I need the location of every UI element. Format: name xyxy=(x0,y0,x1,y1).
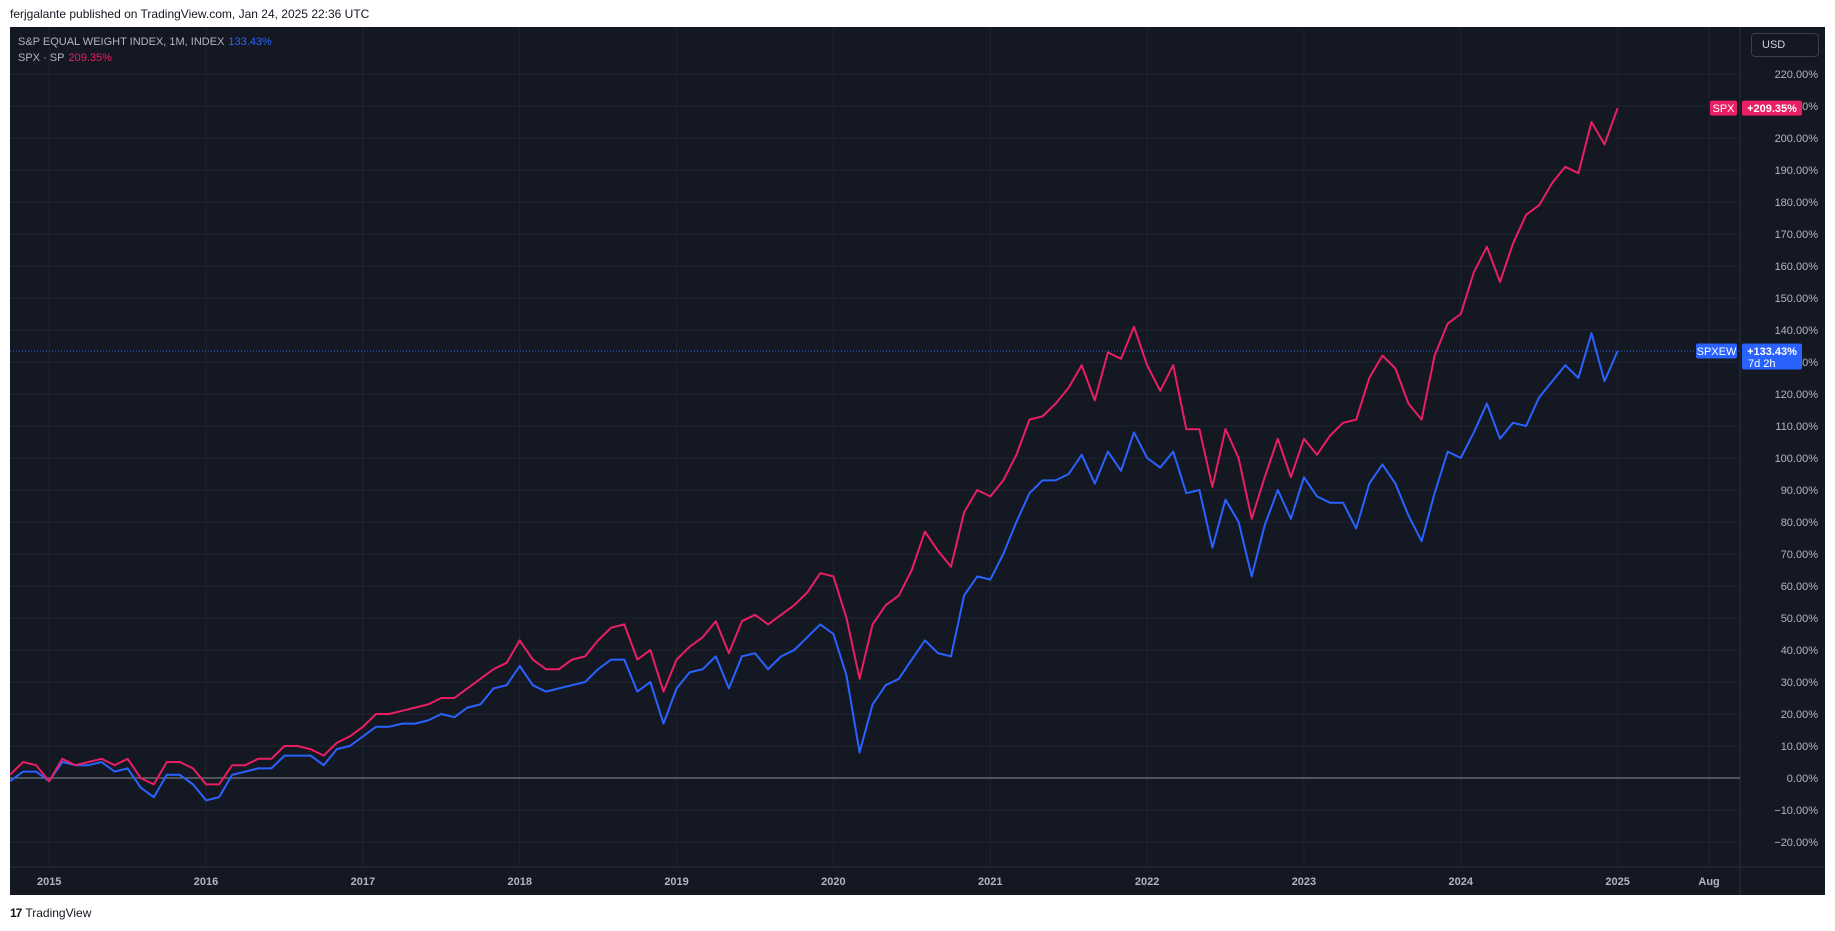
tradingview-logo-icon: 17 xyxy=(10,906,22,920)
y-tick-label: 100.00% xyxy=(1775,453,1819,465)
y-tick-label: 200.00% xyxy=(1775,133,1819,145)
chart-svg[interactable]: −20.00% −10.00% 0.00% 10.00% 20.00% 30.00% 40.… xyxy=(10,27,1825,895)
x-tick-label: 2021 xyxy=(978,876,1002,888)
marker-value-spxew: +133.43% xyxy=(1747,346,1797,358)
y-tick-label: −20.00% xyxy=(1774,837,1818,849)
y-tick-label: 160.00% xyxy=(1775,261,1819,273)
y-tick-label: 140.00% xyxy=(1775,325,1819,337)
marker-countdown-spxew: 7d 2h xyxy=(1748,358,1776,370)
x-tick-label: 2015 xyxy=(37,876,61,888)
legend-series-spx-label: SPX · SP xyxy=(18,52,65,64)
y-tick-label: 20.00% xyxy=(1781,709,1819,721)
x-tick-label: 2020 xyxy=(821,876,845,888)
y-tick-label: 40.00% xyxy=(1781,645,1819,657)
marker-name-bg-spx xyxy=(1710,100,1737,116)
chart-area[interactable]: −20.00% −10.00% 0.00% 10.00% 20.00% 30.00% 40.… xyxy=(10,27,1825,895)
y-tick-label: 0.00% xyxy=(1787,773,1818,785)
marker-name-spxew: SPXEW xyxy=(1697,346,1737,358)
y-tick-label: 90.00% xyxy=(1781,485,1819,497)
y-tick-label: 190.00% xyxy=(1775,165,1819,177)
y-tick-label: 50.00% xyxy=(1781,613,1819,625)
y-tick-label: 170.00% xyxy=(1775,229,1819,241)
x-tick-label: 2025 xyxy=(1605,876,1629,888)
y-tick-label: 10.00% xyxy=(1781,741,1819,753)
y-tick-label: 220.00% xyxy=(1775,69,1819,81)
tradingview-brand: TradingView xyxy=(25,906,92,920)
marker-name-spx: SPX xyxy=(1712,103,1735,115)
chart-legend: S&P EQUAL WEIGHT INDEX, 1M, INDEX 133.43%… xyxy=(18,34,272,66)
legend-series-spxew-label: S&P EQUAL WEIGHT INDEX, 1M, INDEX xyxy=(18,36,225,48)
y-tick-label: 150.00% xyxy=(1775,293,1819,305)
legend-series-spxew-value: 133.43% xyxy=(228,36,272,48)
legend-series-spxew[interactable]: S&P EQUAL WEIGHT INDEX, 1M, INDEX 133.43% xyxy=(18,34,272,50)
x-tick-label: 2016 xyxy=(194,876,218,888)
y-tick-label: 180.00% xyxy=(1775,197,1819,209)
publication-info: ferjgalante published on TradingView.com… xyxy=(10,7,370,21)
legend-series-spx[interactable]: SPX · SP 209.35% xyxy=(18,50,272,66)
x-tick-label: 2018 xyxy=(507,876,531,888)
x-tick-label: 2023 xyxy=(1292,876,1316,888)
y-tick-label: 120.00% xyxy=(1775,389,1819,401)
legend-series-spx-value: 209.35% xyxy=(68,52,112,64)
y-tick-label: 80.00% xyxy=(1781,517,1819,529)
series-line-spxew xyxy=(10,332,1619,802)
x-tick-label: 2024 xyxy=(1449,876,1474,888)
x-tick-label: Aug xyxy=(1698,876,1719,888)
x-tick-label: 2019 xyxy=(664,876,688,888)
marker-name-bg-spxew xyxy=(1696,343,1737,359)
marker-value-bg-spxew xyxy=(1742,343,1802,370)
y-tick-label: 70.00% xyxy=(1781,549,1819,561)
series-line-spx xyxy=(10,107,1619,786)
x-tick-label: 2017 xyxy=(351,876,375,888)
currency-button[interactable]: USD xyxy=(1751,33,1819,57)
marker-value-spx: +209.35% xyxy=(1747,103,1797,115)
y-tick-label: −10.00% xyxy=(1774,805,1818,817)
x-tick-label: 2022 xyxy=(1135,876,1159,888)
y-tick-label: 30.00% xyxy=(1781,677,1819,689)
y-tick-label: 110.00% xyxy=(1775,421,1818,433)
tradingview-footer[interactable]: 17 TradingView xyxy=(10,906,91,920)
y-tick-label: 60.00% xyxy=(1781,581,1819,593)
marker-value-bg-spx xyxy=(1742,100,1802,116)
